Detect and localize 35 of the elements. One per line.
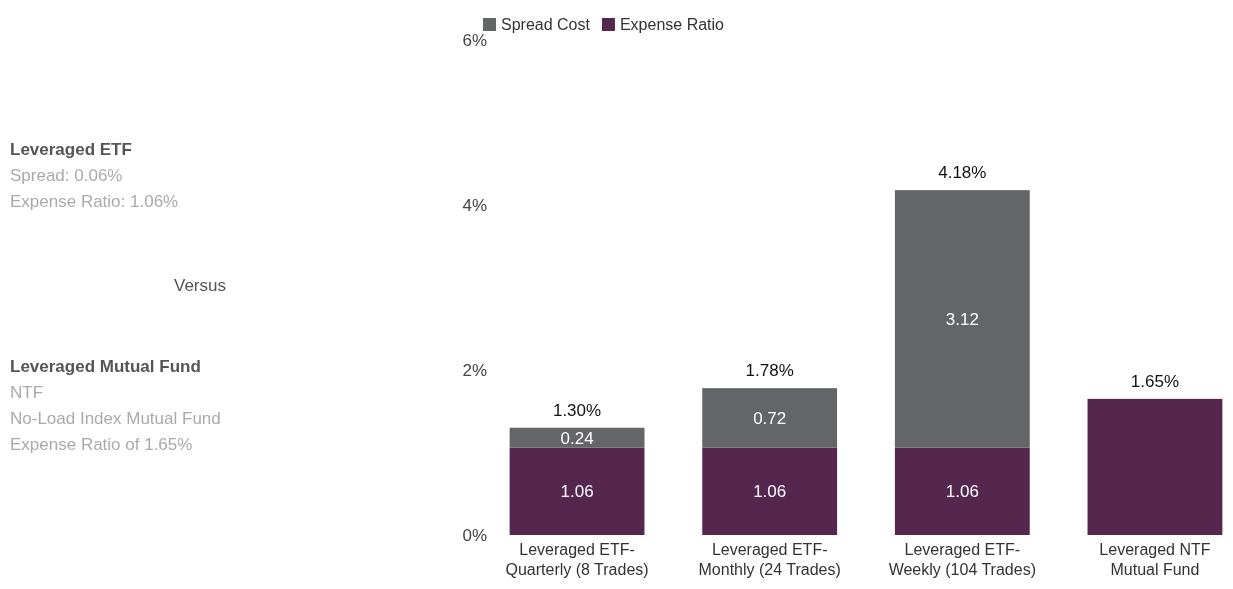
bar: [894, 190, 1030, 448]
total-label: 1.65%: [1130, 371, 1180, 391]
bar: [894, 447, 1030, 535]
legend-label: Spread Cost: [501, 16, 591, 33]
text: Expense Ratio: 1.06%: [10, 192, 179, 211]
y-tick-label: 2%: [462, 360, 487, 380]
text: Spread: 0.06%: [10, 166, 123, 185]
data-label: 0.72: [753, 408, 787, 428]
text: Leveraged Mutual Fund: [10, 357, 201, 376]
x-tick-label: Leveraged ETF-Quarterly (8 Trades): [505, 541, 649, 578]
bar: [702, 388, 838, 448]
x-tick-label: Leveraged NTF Mutual Fund: [1099, 541, 1211, 578]
bar: [509, 447, 645, 535]
total-label: 1.30%: [552, 400, 602, 420]
text: Leveraged ETF: [10, 140, 132, 159]
data-label: 1.06: [753, 482, 787, 502]
legend-label: Expense Ratio: [619, 16, 725, 33]
data-label: 3.12: [945, 309, 979, 329]
text: Expense Ratio of 1.65%: [10, 435, 193, 454]
text: No-Load Index Mutual Fund: [10, 409, 221, 428]
y-tick-label: 0%: [462, 525, 487, 545]
data-label: 0.24: [560, 428, 594, 448]
text: Versus: [174, 276, 226, 295]
text: NTF: [10, 383, 44, 402]
y-tick-label: 4%: [462, 195, 487, 215]
data-label: 1.06: [560, 482, 594, 502]
x-tick-label: Leveraged ETF-Weekly (104 Trades): [888, 541, 1036, 578]
bar: [1087, 398, 1223, 535]
bar: [509, 427, 645, 448]
bar: [702, 447, 838, 535]
data-label: 1.06: [945, 482, 979, 502]
total-label: 4.18%: [938, 163, 987, 183]
total-label: 1.78%: [745, 361, 794, 381]
x-tick-label: Leveraged ETF-Monthly (24 Trades): [698, 541, 841, 578]
y-tick-label: 6%: [462, 30, 487, 50]
